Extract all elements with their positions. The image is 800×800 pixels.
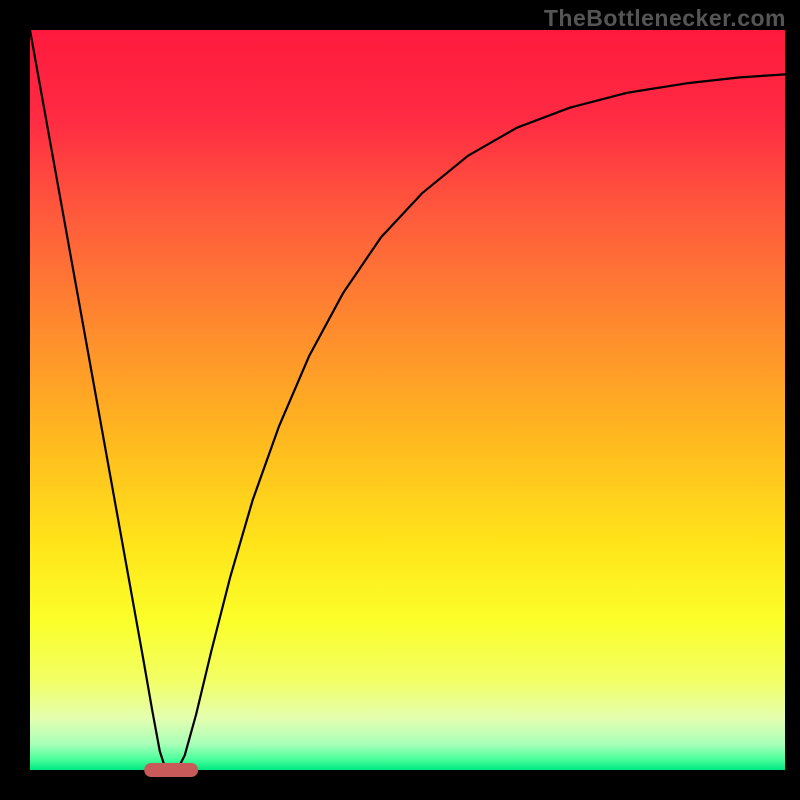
watermark-text: TheBottlenecker.com	[544, 5, 786, 32]
bottleneck-chart	[0, 0, 800, 800]
optimal-zone-marker	[144, 763, 198, 777]
chart-container: TheBottlenecker.com	[0, 0, 800, 800]
